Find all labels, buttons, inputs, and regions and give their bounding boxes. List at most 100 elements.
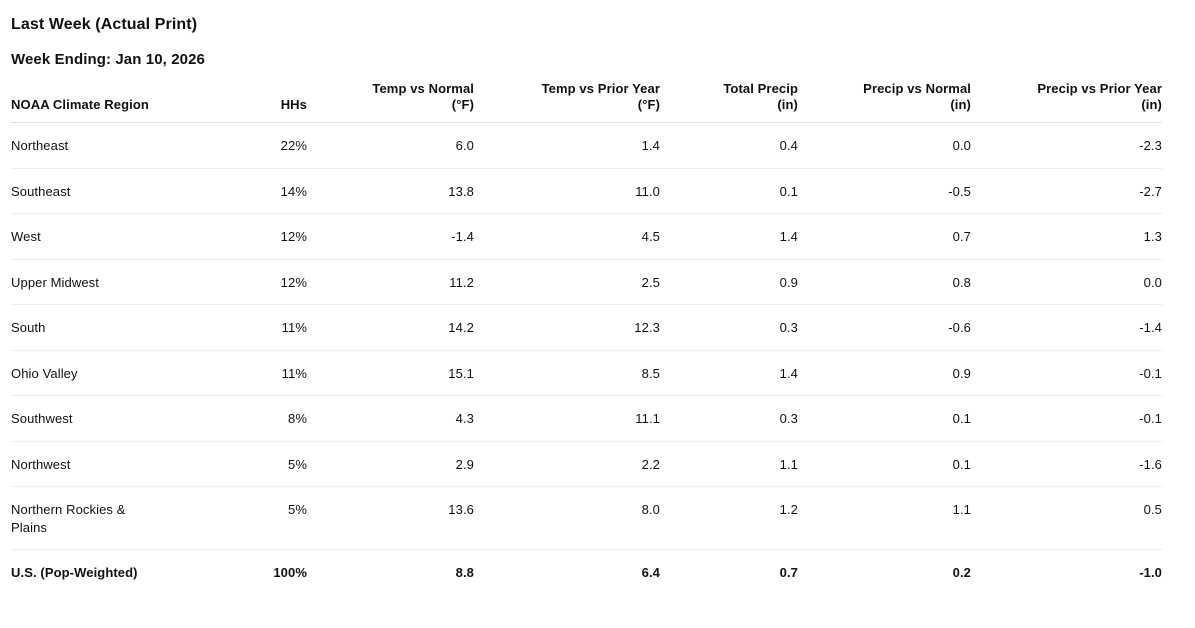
data-cell: 14% (161, 168, 307, 214)
data-cell: 0.1 (660, 168, 798, 214)
header-cell: Precip vs Prior Year (in) (971, 81, 1162, 123)
header-label: Total Precip (723, 81, 798, 96)
data-cell: -1.4 (971, 304, 1162, 351)
data-cell: 0.3 (660, 304, 798, 351)
data-cell: 2.9 (307, 441, 474, 487)
header-cell: Total Precip (in) (660, 81, 798, 123)
region-cell: Upper Midwest (11, 259, 161, 305)
data-cell: 4.3 (307, 395, 474, 442)
data-cell: -0.6 (798, 304, 971, 351)
table-row: Southwest 8% 4.3 11.1 0.3 0.1 -0.1 (11, 395, 1162, 442)
cell-text: -1.4 (1139, 320, 1162, 335)
cell-text: -1.6 (1139, 456, 1162, 472)
table-row: South 11% 14.2 12.3 0.3 -0.6 -1.4 (11, 304, 1162, 351)
cell-text: 2.9 (455, 456, 474, 472)
cell-text: 0.5 (1143, 502, 1162, 517)
cell-text: 11.2 (449, 274, 474, 290)
region-cell: South (11, 304, 161, 351)
data-cell: 2.5 (474, 259, 660, 305)
table-row: Northern Rockies & Plains 5% 13.6 8.0 1.2 1.1… (11, 486, 1162, 550)
data-cell: 8% (161, 395, 307, 442)
cell-text: 1.1 (779, 456, 798, 472)
cell-text: 0.8 (952, 274, 971, 290)
cell-text: 13.6 (448, 502, 474, 517)
data-cell: 12% (161, 213, 307, 260)
cell-text: 12% (280, 274, 307, 290)
cell-text: 0.9 (779, 274, 798, 290)
cell-text: 0.1 (952, 411, 971, 426)
cell-text: 6.0 (455, 138, 474, 153)
data-cell: 11.1 (474, 395, 660, 442)
cell-text: 0.2 (952, 565, 971, 580)
data-cell: -2.7 (971, 168, 1162, 214)
data-cell: 0.9 (660, 259, 798, 305)
header-unit: (in) (1141, 97, 1162, 112)
header-label: Precip vs Normal (863, 81, 971, 96)
data-cell: 0.9 (798, 350, 971, 396)
header-cell: Temp vs Prior Year (°F) (474, 81, 660, 123)
data-cell: 1.4 (660, 213, 798, 260)
data-cell: 14.2 (307, 304, 474, 351)
header-cell: NOAA Climate Region (11, 81, 161, 123)
region-cell: Northwest (11, 441, 161, 487)
region-cell: Southwest (11, 395, 161, 442)
cell-text: -0.6 (948, 320, 971, 335)
cell-text: 1.3 (1143, 229, 1162, 244)
cell-text: 2.2 (641, 456, 660, 472)
cell-text: 8.8 (455, 565, 474, 580)
cell-text: 4.5 (641, 229, 660, 244)
data-cell: 4.5 (474, 213, 660, 260)
cell-text: Northeast (11, 138, 69, 153)
cell-text: 0.4 (779, 138, 798, 153)
data-cell: 1.3 (971, 213, 1162, 260)
cell-text: 0.0 (1143, 274, 1162, 290)
cell-text: 2.5 (641, 274, 660, 290)
header-label: HHs (280, 97, 307, 112)
cell-text: 14% (280, 183, 307, 199)
cell-text: Ohio Valley (11, 365, 78, 381)
page-title: Last Week (Actual Print) (11, 16, 198, 33)
cell-text: -2.7 (1139, 183, 1162, 199)
region-cell: Northeast (11, 122, 161, 169)
data-cell: 11.0 (474, 168, 660, 214)
cell-text: 11.1 (635, 411, 660, 426)
cell-text: 8% (288, 411, 307, 426)
data-cell: 11% (161, 350, 307, 396)
cell-text: 11.0 (635, 183, 660, 199)
cell-text: 15.1 (448, 365, 474, 381)
page-subtitle: Week Ending: Jan 10, 2026 (11, 51, 205, 68)
cell-text: 14.2 (448, 320, 474, 335)
cell-text: 5% (288, 456, 307, 472)
data-cell: 0.3 (660, 395, 798, 442)
cell-text: 0.0 (952, 138, 971, 153)
data-cell: -1.4 (307, 213, 474, 260)
data-cell: 0.4 (660, 122, 798, 169)
data-cell: 12.3 (474, 304, 660, 351)
cell-text: -0.1 (1139, 365, 1162, 381)
region-cell: Northern Rockies & Plains (11, 486, 161, 550)
cell-text: 1.4 (641, 138, 660, 153)
data-cell: -0.5 (798, 168, 971, 214)
cell-text: 12.3 (634, 320, 660, 335)
cell-text: 1.2 (779, 502, 798, 517)
cell-text: 11% (281, 320, 307, 335)
table-row: Upper Midwest 12% 11.2 2.5 0.9 0.8 0.0 (11, 259, 1162, 305)
climate-region-table: NOAA Climate Region HHs Temp vs Normal (°F)… (11, 81, 1162, 595)
header-label: Temp vs Prior Year (541, 81, 660, 96)
data-cell: 1.1 (660, 441, 798, 487)
data-cell: -0.1 (971, 395, 1162, 442)
header-label: Precip vs Prior Year (1037, 81, 1162, 96)
table-row: Northwest 5% 2.9 2.2 1.1 0.1 -1.6 (11, 441, 1162, 487)
data-cell: -2.3 (971, 122, 1162, 169)
data-cell: -1.6 (971, 441, 1162, 487)
cell-text: 11% (281, 365, 307, 381)
region-cell: U.S. (Pop-Weighted) (11, 550, 161, 595)
cell-text: Northwest (11, 456, 71, 472)
table-row: Ohio Valley 11% 15.1 8.5 1.4 0.9 -0.1 (11, 350, 1162, 396)
data-cell: 0.7 (660, 550, 798, 595)
header-row: NOAA Climate Region HHs Temp vs Normal (°F)… (11, 81, 1162, 123)
data-cell: 0.0 (798, 122, 971, 169)
cell-text: 0.7 (952, 229, 971, 244)
table-body: Northeast 22% 6.0 1.4 0.4 0.0 -2.3 Southeast 14%… (11, 122, 1162, 595)
